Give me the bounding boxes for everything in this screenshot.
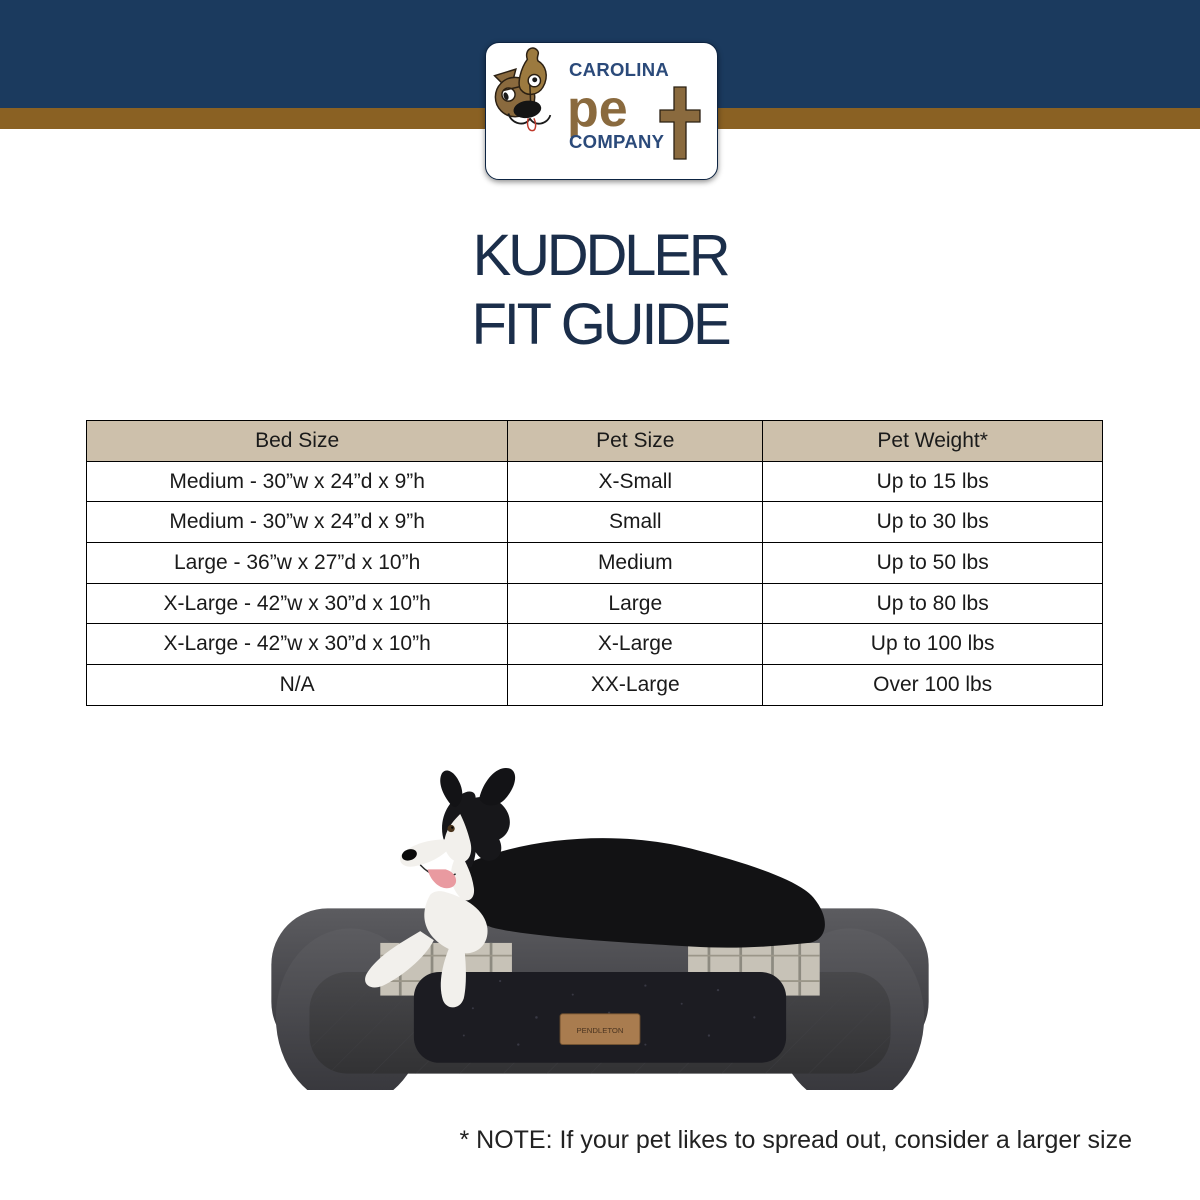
- svg-text:pe: pe: [567, 80, 628, 138]
- svg-text:CAROLINA: CAROLINA: [569, 59, 669, 80]
- svg-text:FIT GUIDE: FIT GUIDE: [472, 292, 730, 353]
- svg-text:COMPANY: COMPANY: [569, 131, 665, 152]
- svg-text:PENDLETON: PENDLETON: [577, 1026, 624, 1035]
- svg-text:KUDDLER: KUDDLER: [473, 223, 729, 288]
